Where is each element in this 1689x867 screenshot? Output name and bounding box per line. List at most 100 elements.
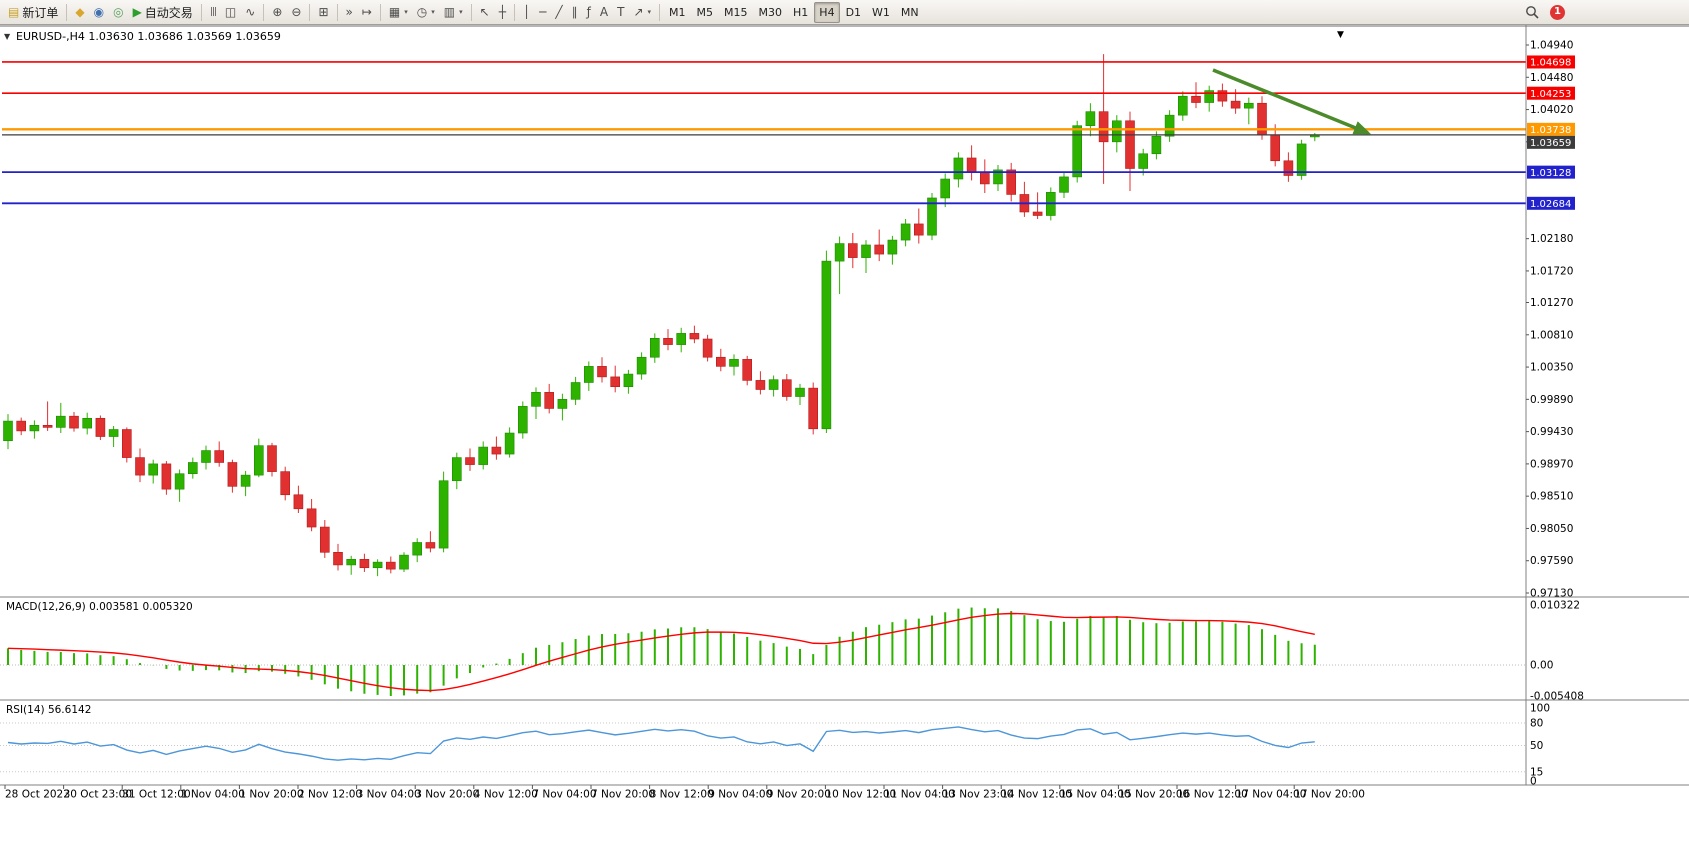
crosshair-icon: ┼ xyxy=(498,5,506,19)
price-level-tag xyxy=(1527,165,1575,179)
candle-body xyxy=(174,473,185,490)
tf-d1-button[interactable]: D1 xyxy=(841,2,866,23)
time-axis-label: 7 Nov 04:00 xyxy=(532,789,596,801)
scroll-to-end-icon[interactable]: ▼ xyxy=(1337,30,1344,40)
metaeditor-button[interactable]: ◆ xyxy=(71,2,88,23)
candle-body xyxy=(1296,143,1307,176)
tf-h1-button[interactable]: H1 xyxy=(788,2,813,23)
new-chart-button[interactable]: ▦ ▾ xyxy=(385,2,412,23)
search-button[interactable] xyxy=(1521,2,1544,23)
vertical-line-button[interactable]: │ xyxy=(519,2,534,23)
candle-body xyxy=(478,446,489,465)
candle-body xyxy=(346,559,357,566)
crosshair-button[interactable]: ┼ xyxy=(495,2,510,23)
candle-body xyxy=(69,415,79,429)
trend-arrow[interactable] xyxy=(1212,68,1372,135)
trendline-button[interactable]: ╱ xyxy=(551,2,566,23)
tf-w1-button[interactable]: W1 xyxy=(867,2,895,23)
channel-button[interactable]: ∥ xyxy=(568,2,582,23)
tf-m1-button[interactable]: M1 xyxy=(664,2,691,23)
tf-m30-button[interactable]: M30 xyxy=(754,2,788,23)
candlestick-icon: ◫ xyxy=(224,5,237,19)
candle-body xyxy=(122,429,132,458)
macd-panel: MACD(12,26,9) 0.003581 0.005320 0.010322 0… xyxy=(0,600,1584,703)
arrows-button[interactable]: ↗ ▾ xyxy=(629,2,655,23)
candle-body xyxy=(636,356,647,375)
candle-body xyxy=(372,561,383,569)
new-order-button[interactable]: ▤ 新订单 xyxy=(4,2,62,23)
time-axis-label: 3 Nov 20:00 xyxy=(415,789,479,801)
price-axis-label: 1.02180 xyxy=(1530,233,1573,245)
zoom-in-button[interactable]: ⊕ xyxy=(268,2,286,23)
candle-body xyxy=(557,399,568,409)
chart-collapse-icon[interactable]: ▼ xyxy=(4,32,11,41)
time-axis-label: 11 Nov 04:00 xyxy=(884,789,955,801)
candle-body xyxy=(16,420,27,432)
horizontal-line-button[interactable]: ─ xyxy=(535,2,550,23)
toolbar: ▤ 新订单 ◆ ◉ ◎ ▶ 自动交易 ||| ◫ ∿ ⊕ ⊖ ⊞ » ↦ ▦ ▾ ◷ ▾ ▥ ▾ ↖ ┼ │ ─ ╱ ∥ ƒ A T ↗ ▾ M… xyxy=(0,0,1689,25)
price-axis-label: 1.01270 xyxy=(1530,297,1573,309)
tf-m15-button[interactable]: M15 xyxy=(719,2,753,23)
time-axis-label: 15 Nov 20:00 xyxy=(1118,789,1189,801)
candle-body xyxy=(663,337,673,345)
time-axis-label: 16 Nov 12:00 xyxy=(1177,789,1248,801)
candle-body xyxy=(795,387,805,397)
chart-canvas[interactable]: 1.049401.044801.040201.035601.021801.017… xyxy=(0,25,1689,867)
label-button[interactable]: T xyxy=(613,2,628,23)
candle-body xyxy=(689,333,700,340)
tf-h4-button[interactable]: H4 xyxy=(814,1,840,23)
template-icon: ▥ xyxy=(443,5,456,19)
zoom-out-button[interactable]: ⊖ xyxy=(287,2,305,23)
template-button[interactable]: ▥ ▾ xyxy=(440,2,467,23)
candle-body xyxy=(188,462,198,475)
fibonacci-icon: ƒ xyxy=(586,5,591,19)
tf-m5-button[interactable]: M5 xyxy=(692,2,719,23)
tf-h4-button-label: H4 xyxy=(819,5,835,19)
toolbar-separator xyxy=(200,3,202,21)
cursor-button[interactable]: ↖ xyxy=(476,2,494,23)
candlestick-chart-button[interactable]: ◫ xyxy=(221,2,240,23)
time-axis-label: 15 Nov 04:00 xyxy=(1060,789,1131,801)
candle-body xyxy=(597,366,607,378)
candle-body xyxy=(729,359,739,367)
candle-body xyxy=(201,450,211,463)
time-axis-label: 14 Nov 12:00 xyxy=(1001,789,1072,801)
candle-body xyxy=(451,457,462,482)
chart-shift-button[interactable]: ↦ xyxy=(358,2,376,23)
tf-mn-button[interactable]: MN xyxy=(896,2,924,23)
fibonacci-button[interactable]: ƒ xyxy=(583,2,595,23)
candle-body xyxy=(1164,114,1175,137)
line-chart-button[interactable]: ∿ xyxy=(241,2,259,23)
candle-body xyxy=(1085,111,1096,126)
candle-body xyxy=(1191,95,1201,103)
candle-body xyxy=(1032,211,1043,216)
notification-badge[interactable]: 1 xyxy=(1550,4,1565,20)
tf-m30-button-label: M30 xyxy=(758,5,783,19)
price-axis-label: 0.98050 xyxy=(1530,523,1573,535)
bar-chart-button[interactable]: ||| xyxy=(206,2,220,23)
autotrading-button[interactable]: ▶ 自动交易 xyxy=(129,2,197,23)
data-window-button[interactable]: ◎ xyxy=(109,2,127,23)
tile-windows-button[interactable]: ⊞ xyxy=(314,2,332,23)
candle-body xyxy=(267,445,277,472)
candle-body xyxy=(768,379,779,390)
zoom-in-icon: ⊕ xyxy=(272,5,283,19)
candle-body xyxy=(834,243,845,262)
candle-body xyxy=(1059,176,1069,193)
candle-body xyxy=(1072,125,1082,178)
candle-body xyxy=(821,260,832,430)
market-watch-button[interactable]: ◉ xyxy=(90,2,108,23)
candle-body xyxy=(979,171,990,185)
period-button[interactable]: ◷ ▾ xyxy=(413,2,439,23)
auto-scroll-button[interactable]: » xyxy=(342,2,357,23)
candle-body xyxy=(544,392,555,409)
autotrading-play-icon: ▶ xyxy=(132,5,142,19)
candle-body xyxy=(1098,111,1109,143)
price-axis-label: 0.97590 xyxy=(1530,555,1573,567)
candle-body xyxy=(3,420,13,442)
candle-body xyxy=(82,417,92,429)
time-axis-label: 2 Nov 12:00 xyxy=(298,789,362,801)
text-button[interactable]: A xyxy=(596,2,612,23)
tf-w1-button-label: W1 xyxy=(872,5,890,19)
